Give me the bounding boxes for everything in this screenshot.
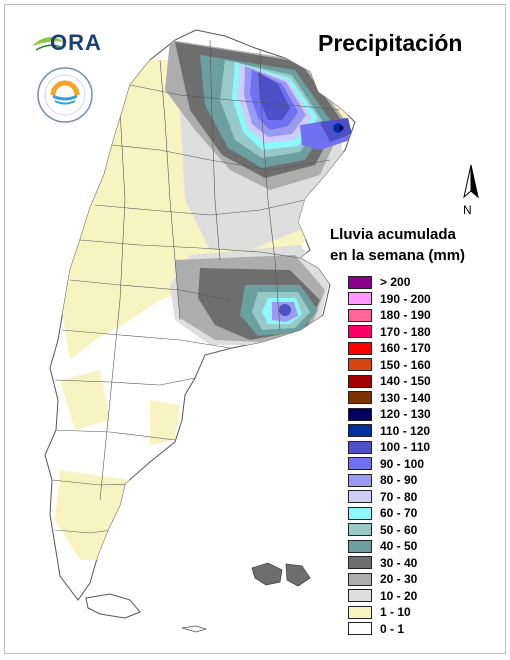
legend-swatch xyxy=(348,539,372,553)
tierra-del-fuego xyxy=(85,593,141,619)
legend-swatch xyxy=(348,506,372,520)
legend-label: 90 - 100 xyxy=(380,456,425,471)
malvinas-west-island xyxy=(251,562,283,586)
malvinas-east-island xyxy=(285,563,311,587)
rainfall-shading xyxy=(55,40,352,560)
ora-leaf-logo xyxy=(32,37,64,51)
legend-item: 80 - 90 xyxy=(348,472,431,489)
legend-item: > 200 xyxy=(348,274,431,291)
legend-title-line-1: Lluvia acumulada xyxy=(330,226,456,243)
legend-label: 60 - 70 xyxy=(380,506,418,521)
legend-label: 30 - 40 xyxy=(380,555,418,570)
legend: > 200 190 - 200 180 - 190 170 - 180 160 - 17… xyxy=(348,274,431,637)
legend-item: 160 - 170 xyxy=(348,340,431,357)
legend-label: 80 - 90 xyxy=(380,473,418,488)
legend-label: 160 - 170 xyxy=(380,341,431,356)
legend-item: 40 - 50 xyxy=(348,538,431,555)
map-title: Precipitación xyxy=(318,30,463,56)
legend-item: 50 - 60 xyxy=(348,522,431,539)
legend-item: 130 - 140 xyxy=(348,390,431,407)
legend-item: 110 - 120 xyxy=(348,423,431,440)
legend-item: 90 - 100 xyxy=(348,456,431,473)
legend-label: 10 - 20 xyxy=(380,588,418,603)
legend-swatch xyxy=(348,275,372,289)
legend-title: Lluvia acumulada en la semana (mm) xyxy=(330,224,465,266)
legend-label: 170 - 180 xyxy=(380,324,431,339)
legend-swatch xyxy=(348,457,372,471)
legend-label: 140 - 150 xyxy=(380,374,431,389)
legend-item: 140 - 150 xyxy=(348,373,431,390)
legend-label: 70 - 80 xyxy=(380,489,418,504)
legend-label: 40 - 50 xyxy=(380,539,418,554)
legend-item: 150 - 160 xyxy=(348,357,431,374)
legend-swatch xyxy=(348,572,372,586)
legend-swatch xyxy=(348,589,372,603)
legend-item: 190 - 200 xyxy=(348,291,431,308)
legend-item: 120 - 130 xyxy=(348,406,431,423)
legend-swatch xyxy=(348,424,372,438)
legend-swatch xyxy=(348,490,372,504)
legend-label: 20 - 30 xyxy=(380,572,418,587)
legend-item: 10 - 20 xyxy=(348,588,431,605)
legend-label: > 200 xyxy=(380,275,411,290)
legend-item: 0 - 1 xyxy=(348,621,431,638)
legend-item: 100 - 110 xyxy=(348,439,431,456)
legend-swatch xyxy=(348,292,372,306)
legend-label: 110 - 120 xyxy=(380,423,431,438)
legend-item: 70 - 80 xyxy=(348,489,431,506)
legend-swatch xyxy=(348,622,372,636)
legend-swatch xyxy=(348,556,372,570)
north-arrow-icon xyxy=(463,164,479,199)
institute-seal-icon xyxy=(37,67,93,123)
legend-label: 50 - 60 xyxy=(380,522,418,537)
legend-item: 30 - 40 xyxy=(348,555,431,572)
legend-label: 190 - 200 xyxy=(380,291,431,306)
legend-swatch xyxy=(348,391,372,405)
legend-swatch xyxy=(348,374,372,388)
ora-logo-text: ORA xyxy=(50,30,102,55)
legend-label: 100 - 110 xyxy=(380,440,431,455)
legend-label: 0 - 1 xyxy=(380,621,405,636)
legend-label: 150 - 160 xyxy=(380,357,431,372)
south-atlantic-islands xyxy=(181,625,208,633)
legend-title-line-2: en la semana (mm) xyxy=(330,247,466,264)
legend-swatch xyxy=(348,308,372,322)
legend-label: 120 - 130 xyxy=(380,407,431,422)
legend-swatch xyxy=(348,605,372,619)
legend-label: 1 - 10 xyxy=(380,605,411,620)
province-boundaries xyxy=(51,39,341,534)
legend-item: 170 - 180 xyxy=(348,324,431,341)
legend-swatch xyxy=(348,523,372,537)
legend-item: 60 - 70 xyxy=(348,505,431,522)
legend-swatch xyxy=(348,358,372,372)
legend-swatch xyxy=(348,440,372,454)
legend-swatch xyxy=(348,407,372,421)
north-arrow-label: N xyxy=(463,203,472,217)
legend-swatch xyxy=(348,341,372,355)
legend-label: 180 - 190 xyxy=(380,308,431,323)
legend-label: 130 - 140 xyxy=(380,390,431,405)
legend-swatch xyxy=(348,473,372,487)
legend-swatch xyxy=(348,325,372,339)
legend-item: 1 - 10 xyxy=(348,604,431,621)
legend-item: 20 - 30 xyxy=(348,571,431,588)
legend-item: 180 - 190 xyxy=(348,307,431,324)
